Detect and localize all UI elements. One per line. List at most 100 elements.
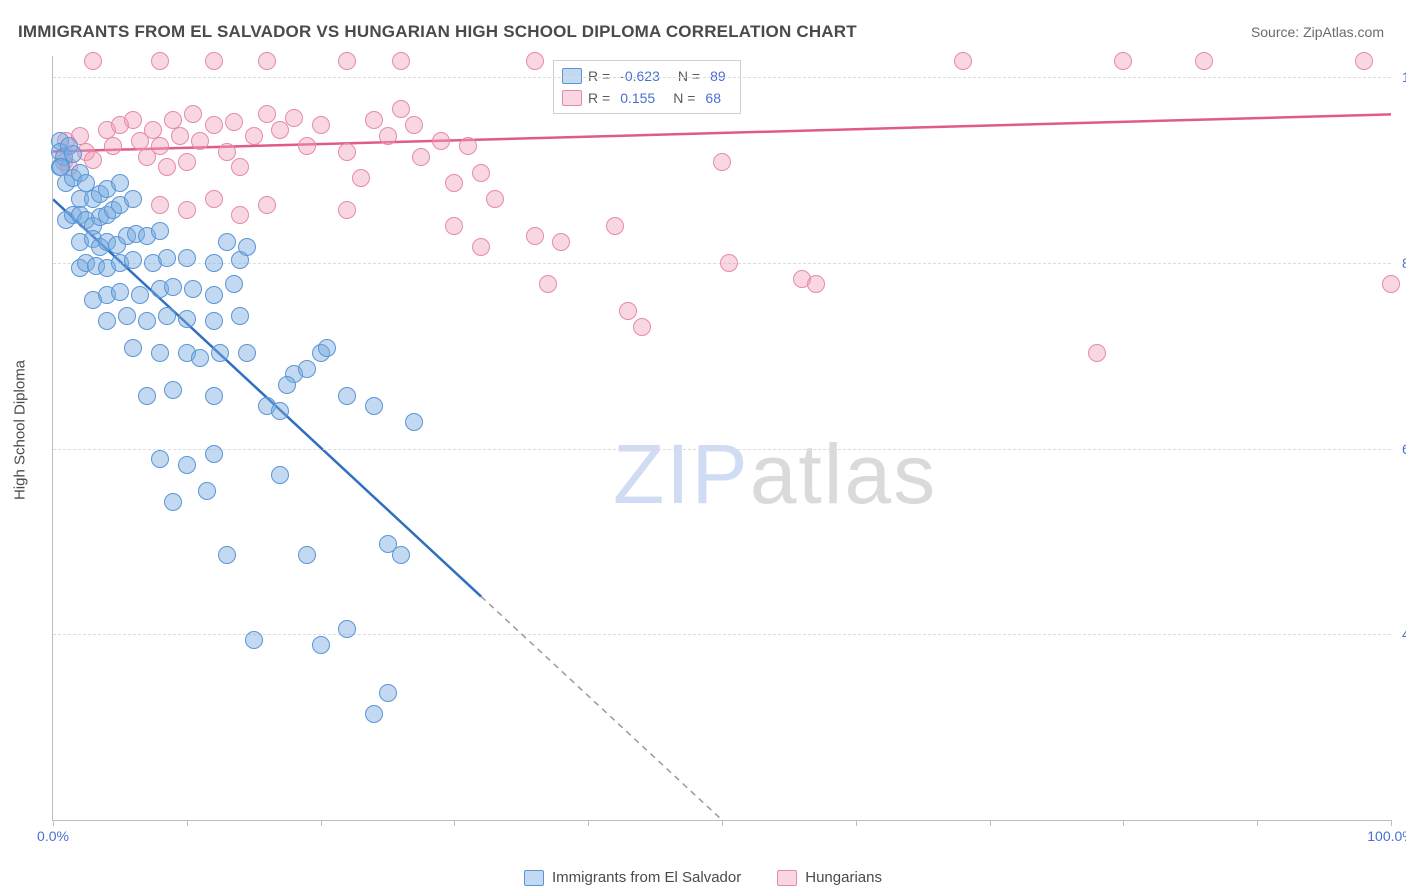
swatch-blue bbox=[562, 68, 582, 84]
scatter-point-blue bbox=[178, 310, 196, 328]
scatter-point-pink bbox=[352, 169, 370, 187]
scatter-point-pink bbox=[178, 201, 196, 219]
ytick-label: 47.5% bbox=[1394, 626, 1406, 642]
swatch-blue-icon bbox=[524, 870, 544, 886]
scatter-point-blue bbox=[338, 387, 356, 405]
scatter-point-pink bbox=[151, 137, 169, 155]
scatter-point-blue bbox=[405, 413, 423, 431]
scatter-point-pink bbox=[298, 137, 316, 155]
scatter-point-blue bbox=[164, 381, 182, 399]
scatter-point-blue bbox=[164, 493, 182, 511]
scatter-point-blue bbox=[392, 546, 410, 564]
scatter-point-pink bbox=[472, 238, 490, 256]
series-legend: Immigrants from El Salvador Hungarians bbox=[0, 869, 1406, 886]
scatter-point-pink bbox=[365, 111, 383, 129]
scatter-point-pink bbox=[720, 254, 738, 272]
scatter-point-blue bbox=[164, 278, 182, 296]
scatter-point-pink bbox=[486, 190, 504, 208]
swatch-pink bbox=[562, 90, 582, 106]
scatter-point-blue bbox=[178, 249, 196, 267]
ytick-label: 82.5% bbox=[1394, 255, 1406, 271]
scatter-point-pink bbox=[205, 116, 223, 134]
ytick-label: 100.0% bbox=[1394, 69, 1406, 85]
legend-item-blue: Immigrants from El Salvador bbox=[524, 869, 741, 886]
scatter-point-pink bbox=[124, 111, 142, 129]
xtick bbox=[1391, 820, 1392, 826]
scatter-point-pink bbox=[459, 137, 477, 155]
scatter-point-pink bbox=[526, 52, 544, 70]
scatter-point-blue bbox=[64, 145, 82, 163]
scatter-point-blue bbox=[118, 307, 136, 325]
xtick bbox=[722, 820, 723, 826]
scatter-point-blue bbox=[225, 275, 243, 293]
scatter-point-pink bbox=[338, 201, 356, 219]
scatter-point-pink bbox=[552, 233, 570, 251]
scatter-point-blue bbox=[238, 238, 256, 256]
xtick bbox=[856, 820, 857, 826]
scatter-point-pink bbox=[104, 137, 122, 155]
scatter-point-pink bbox=[633, 318, 651, 336]
scatter-point-blue bbox=[131, 286, 149, 304]
scatter-point-blue bbox=[151, 344, 169, 362]
scatter-point-blue bbox=[231, 307, 249, 325]
scatter-point-pink bbox=[191, 132, 209, 150]
legend-row-blue: R = -0.623 N = 89 bbox=[562, 65, 730, 87]
gridline bbox=[53, 449, 1391, 450]
xtick bbox=[588, 820, 589, 826]
scatter-point-blue bbox=[218, 546, 236, 564]
scatter-point-pink bbox=[432, 132, 450, 150]
xtick bbox=[454, 820, 455, 826]
gridline bbox=[53, 77, 1391, 78]
scatter-point-pink bbox=[231, 206, 249, 224]
scatter-point-blue bbox=[379, 684, 397, 702]
scatter-point-blue bbox=[245, 631, 263, 649]
scatter-point-pink bbox=[954, 52, 972, 70]
y-axis-label: High School Diploma bbox=[12, 360, 29, 500]
scatter-point-pink bbox=[258, 105, 276, 123]
scatter-point-blue bbox=[111, 283, 129, 301]
xtick bbox=[1123, 820, 1124, 826]
scatter-point-pink bbox=[205, 52, 223, 70]
scatter-point-pink bbox=[84, 52, 102, 70]
scatter-point-pink bbox=[392, 100, 410, 118]
scatter-point-pink bbox=[184, 105, 202, 123]
scatter-point-blue bbox=[158, 249, 176, 267]
correlation-legend: R = -0.623 N = 89 R = 0.155 N = 68 bbox=[553, 60, 741, 114]
scatter-point-pink bbox=[1382, 275, 1400, 293]
scatter-point-pink bbox=[225, 113, 243, 131]
scatter-point-pink bbox=[606, 217, 624, 235]
scatter-point-pink bbox=[158, 158, 176, 176]
scatter-point-pink bbox=[171, 127, 189, 145]
scatter-point-pink bbox=[151, 196, 169, 214]
scatter-point-pink bbox=[245, 127, 263, 145]
scatter-point-pink bbox=[338, 52, 356, 70]
chart-title: IMMIGRANTS FROM EL SALVADOR VS HUNGARIAN… bbox=[18, 22, 857, 42]
scatter-point-blue bbox=[124, 339, 142, 357]
scatter-point-pink bbox=[713, 153, 731, 171]
scatter-point-blue bbox=[138, 387, 156, 405]
ytick-label: 65.0% bbox=[1394, 441, 1406, 457]
scatter-point-blue bbox=[124, 251, 142, 269]
scatter-point-pink bbox=[338, 143, 356, 161]
scatter-point-blue bbox=[338, 620, 356, 638]
scatter-point-pink bbox=[205, 190, 223, 208]
scatter-point-pink bbox=[526, 227, 544, 245]
scatter-point-blue bbox=[205, 286, 223, 304]
scatter-point-blue bbox=[184, 280, 202, 298]
scatter-point-pink bbox=[405, 116, 423, 134]
scatter-point-blue bbox=[271, 466, 289, 484]
scatter-point-blue bbox=[178, 456, 196, 474]
scatter-point-pink bbox=[445, 217, 463, 235]
scatter-point-blue bbox=[98, 312, 116, 330]
scatter-point-pink bbox=[151, 52, 169, 70]
scatter-point-pink bbox=[178, 153, 196, 171]
scatter-plot-area: ZIPatlas R = -0.623 N = 89 R = 0.155 N =… bbox=[52, 56, 1391, 821]
scatter-point-blue bbox=[278, 376, 296, 394]
scatter-point-blue bbox=[158, 307, 176, 325]
scatter-point-pink bbox=[1088, 344, 1106, 362]
scatter-point-blue bbox=[138, 312, 156, 330]
scatter-point-pink bbox=[379, 127, 397, 145]
swatch-pink-icon bbox=[777, 870, 797, 886]
scatter-point-blue bbox=[318, 339, 336, 357]
scatter-point-pink bbox=[1195, 52, 1213, 70]
